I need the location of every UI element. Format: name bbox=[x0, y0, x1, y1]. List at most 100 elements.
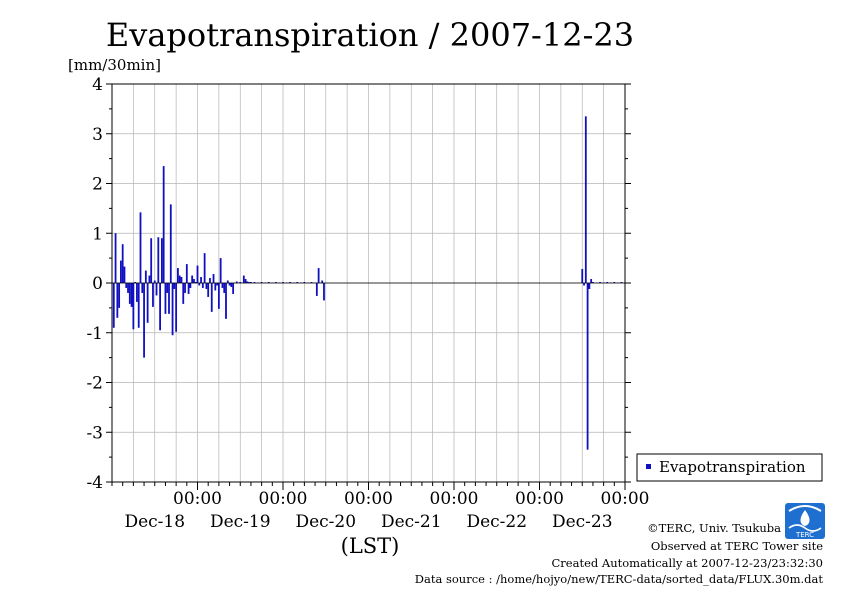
y-tick-label: -2 bbox=[86, 374, 103, 394]
y-axis: 4 3 2 1 0 -1 -2 -3 -4 bbox=[86, 75, 631, 493]
bar bbox=[248, 282, 251, 283]
bar bbox=[606, 282, 609, 283]
legend-swatch bbox=[646, 464, 651, 469]
x-tick-date: Dec-18 bbox=[124, 512, 185, 532]
bar bbox=[166, 283, 169, 293]
bar bbox=[168, 283, 170, 314]
bar bbox=[588, 283, 591, 289]
x-axis-label: (LST) bbox=[341, 534, 400, 558]
bar bbox=[139, 212, 142, 283]
bar bbox=[137, 283, 140, 328]
bar bbox=[613, 282, 616, 283]
bar bbox=[193, 279, 195, 283]
bar bbox=[196, 265, 199, 283]
bar bbox=[143, 283, 145, 358]
y-tick-label: 2 bbox=[92, 175, 103, 195]
x-tick-time: 00:00 bbox=[430, 489, 479, 509]
bar bbox=[235, 281, 238, 283]
bar bbox=[194, 282, 197, 283]
legend-label: Evapotranspiration bbox=[659, 458, 806, 476]
bar bbox=[214, 283, 217, 291]
bar bbox=[217, 283, 220, 309]
bar bbox=[230, 283, 233, 287]
data-bars bbox=[112, 116, 626, 450]
bar bbox=[116, 283, 119, 318]
bar bbox=[323, 283, 325, 301]
y-tick-label: 4 bbox=[92, 75, 103, 95]
bar bbox=[141, 283, 144, 293]
bar bbox=[228, 283, 231, 286]
bar bbox=[153, 280, 156, 283]
bar bbox=[226, 280, 229, 283]
bar bbox=[592, 282, 594, 283]
bar bbox=[112, 283, 115, 328]
bar bbox=[144, 270, 147, 283]
bar bbox=[152, 283, 154, 307]
bar bbox=[315, 283, 318, 296]
observed-text: Observed at TERC Tower site bbox=[651, 539, 823, 553]
bar bbox=[159, 283, 161, 331]
bar bbox=[242, 275, 245, 283]
bar bbox=[239, 282, 242, 283]
bar bbox=[244, 279, 247, 283]
x-tick-time: 00:00 bbox=[259, 489, 308, 509]
y-tick-label: -4 bbox=[86, 473, 103, 493]
legend: Evapotranspiration bbox=[636, 453, 823, 482]
bar bbox=[178, 275, 181, 283]
bar bbox=[132, 283, 135, 330]
bar bbox=[223, 283, 226, 293]
bar bbox=[620, 282, 623, 283]
bar bbox=[121, 244, 124, 283]
bar bbox=[169, 204, 172, 283]
bar bbox=[225, 283, 227, 319]
bar bbox=[581, 269, 584, 283]
bar bbox=[185, 264, 188, 283]
x-tick-time: 00:00 bbox=[173, 489, 222, 509]
bar bbox=[180, 277, 183, 283]
x-tick-date: Dec-22 bbox=[466, 512, 527, 532]
bar bbox=[162, 166, 165, 283]
bar bbox=[187, 283, 190, 294]
x-tick-date: Dec-23 bbox=[552, 512, 613, 532]
copyright-text: ©TERC, Univ. Tsukuba bbox=[647, 521, 781, 535]
chart-title: Evapotranspiration / 2007-12-23 bbox=[106, 16, 634, 54]
bar bbox=[590, 279, 593, 283]
bar bbox=[164, 283, 167, 314]
y-tick-label: 1 bbox=[92, 224, 103, 244]
bar bbox=[177, 268, 179, 283]
bar bbox=[274, 282, 277, 283]
bar bbox=[260, 282, 263, 283]
bar bbox=[317, 268, 320, 283]
bar bbox=[130, 283, 133, 307]
bar bbox=[148, 275, 151, 283]
bar bbox=[303, 282, 306, 283]
x-tick-date: Dec-19 bbox=[210, 512, 271, 532]
bar bbox=[253, 282, 256, 283]
bar bbox=[136, 283, 138, 302]
bar bbox=[586, 283, 589, 450]
bar bbox=[128, 283, 131, 304]
terc-logo: TERC bbox=[785, 503, 825, 539]
bar bbox=[200, 277, 202, 283]
bar bbox=[175, 283, 178, 332]
bar bbox=[221, 283, 224, 288]
y-tick-label: 3 bbox=[92, 125, 103, 145]
bar bbox=[212, 274, 215, 283]
bar bbox=[207, 283, 210, 297]
bar bbox=[209, 278, 211, 283]
bar bbox=[134, 282, 137, 283]
bar bbox=[127, 283, 129, 293]
bar bbox=[296, 282, 299, 283]
bar bbox=[184, 283, 186, 293]
x-axis: 00:00 Dec-18 00:00 Dec-19 00:00 Dec-20 00:00 De… bbox=[111, 482, 650, 532]
bar bbox=[155, 283, 158, 296]
bar bbox=[310, 282, 313, 283]
bar bbox=[157, 237, 160, 283]
source-text: Data source : /home/hojyo/new/TERC-data/… bbox=[415, 572, 824, 586]
x-tick-date: Dec-21 bbox=[381, 512, 442, 532]
bar bbox=[321, 280, 324, 283]
legend-box bbox=[636, 453, 823, 482]
bar bbox=[125, 283, 128, 288]
bar bbox=[150, 238, 153, 283]
bar bbox=[118, 283, 121, 308]
